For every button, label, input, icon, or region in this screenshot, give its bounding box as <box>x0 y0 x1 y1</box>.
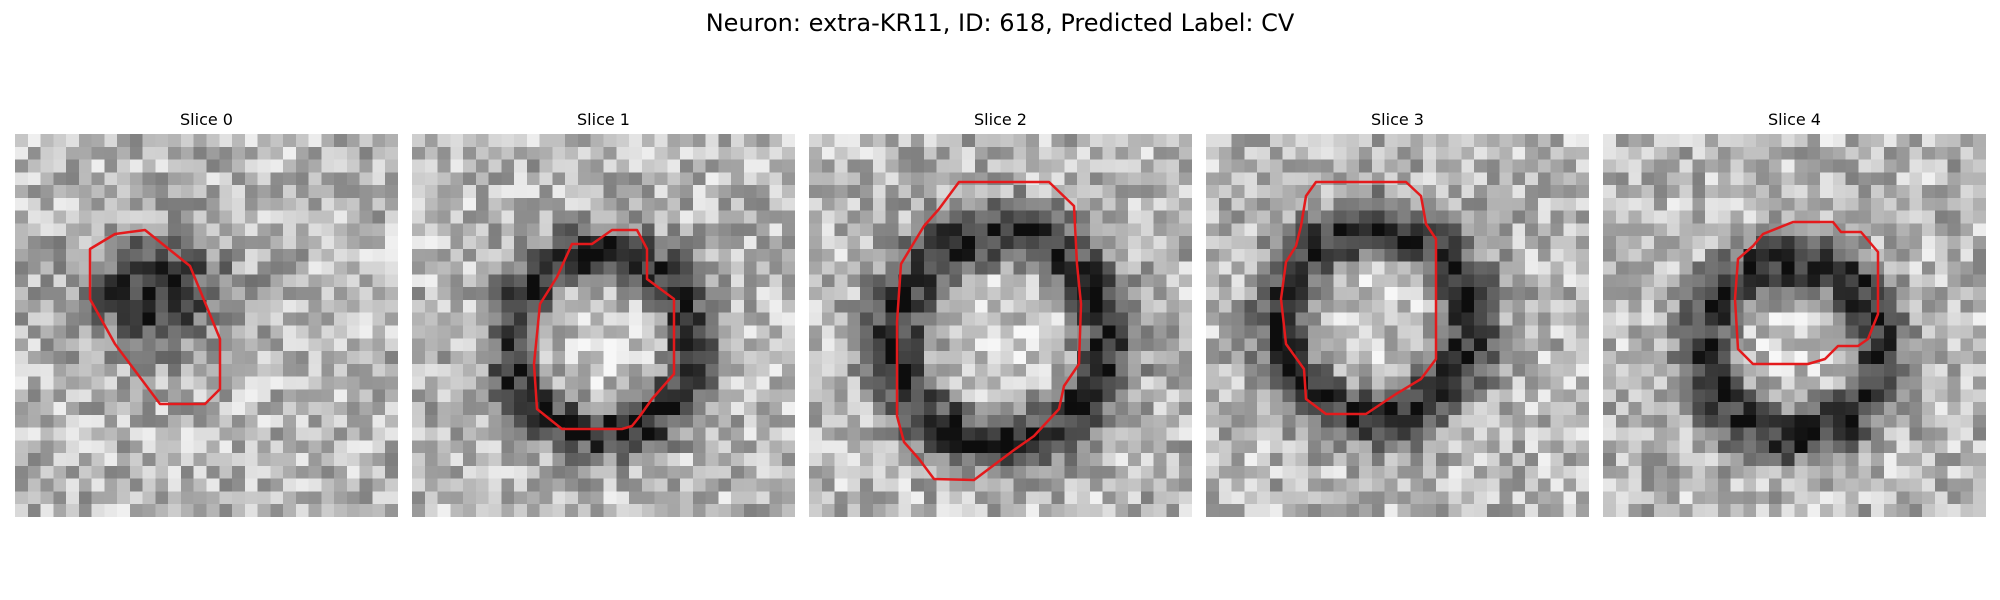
slice-title: Slice 1 <box>577 110 630 129</box>
slice-title: Slice 4 <box>1768 110 1821 129</box>
em-slice-image <box>1603 134 1986 517</box>
em-slice-image <box>15 134 398 517</box>
slice-title: Slice 0 <box>180 110 233 129</box>
figure-title: Neuron: extra-KR11, ID: 618, Predicted L… <box>705 9 1295 37</box>
em-slice-image <box>1206 134 1589 517</box>
segmentation-contour <box>88 228 222 406</box>
slice-title: Slice 3 <box>1371 110 1424 129</box>
slice-title: Slice 2 <box>974 110 1027 129</box>
segmentation-contour <box>1279 180 1438 416</box>
segmentation-contour <box>532 228 676 431</box>
segmentation-contour <box>895 180 1083 482</box>
em-slice-image <box>412 134 795 517</box>
segmentation-contour <box>1733 220 1880 366</box>
em-slice-image <box>809 134 1192 517</box>
